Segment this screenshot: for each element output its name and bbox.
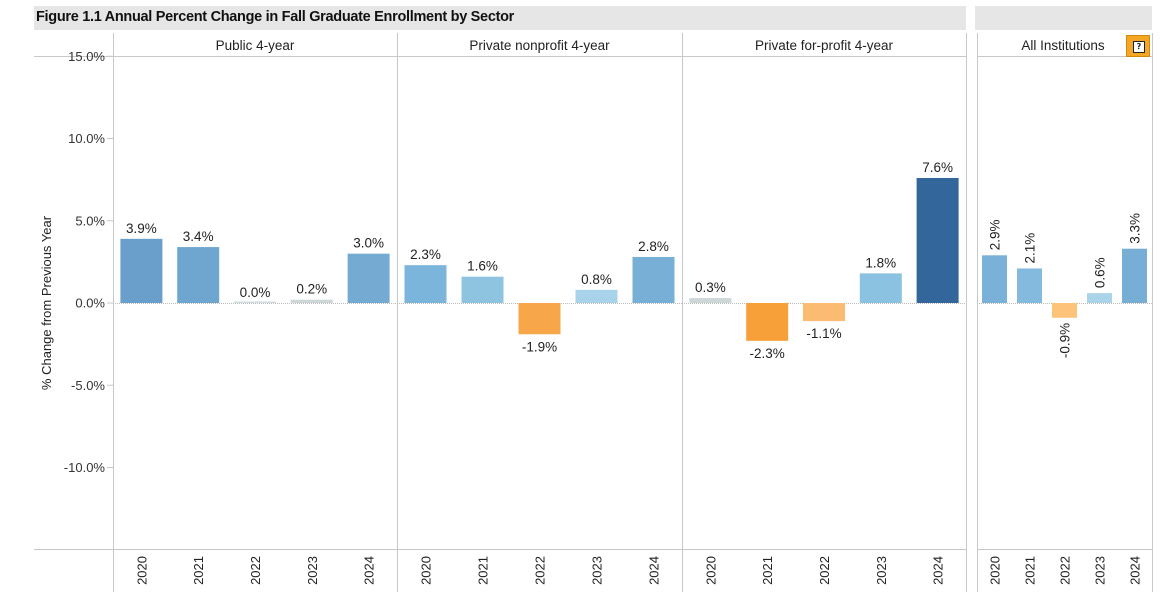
x-tick-label: 2023 [590,556,605,585]
bar [1052,303,1077,318]
bar [461,276,504,303]
bar [1122,248,1147,303]
x-tick-label: 2021 [191,556,206,585]
x-tick-label: 2022 [817,556,832,585]
x-tick-label: 2020 [988,556,1003,585]
data-label: 3.3% [1128,213,1143,244]
x-tick-label: 2020 [419,556,434,585]
data-label: 3.4% [183,229,214,244]
bar [746,303,789,341]
bar [290,299,333,303]
panel-title: Private for-profit 4-year [755,38,894,53]
data-label: 3.9% [126,221,157,236]
data-label: 2.1% [1023,233,1038,264]
y-tick-label: 5.0% [75,213,105,228]
data-label: 0.0% [240,285,271,300]
x-tick-label: 2023 [305,556,320,585]
panel-title: Private nonprofit 4-year [469,38,610,53]
x-tick-label: 2024 [362,556,377,585]
bar [1017,268,1042,303]
bar [859,273,902,303]
x-tick-label: 2024 [647,556,662,585]
bar [575,289,618,303]
data-label: 0.3% [695,280,726,295]
y-tick-label: -10.0% [64,460,106,475]
bar [120,238,163,303]
data-label: 1.8% [865,255,896,270]
y-tick-label: -5.0% [71,378,105,393]
bar [177,247,220,303]
bar [404,265,447,303]
x-tick-label: 2022 [248,556,263,585]
x-tick-label: 2023 [1093,556,1108,585]
bar [1087,293,1112,303]
side-title-bar [975,6,1152,30]
bar [982,255,1007,303]
x-tick-label: 2021 [476,556,491,585]
data-label: 0.8% [581,272,612,287]
data-label: 7.6% [922,160,953,175]
data-label: -0.9% [1058,323,1073,358]
x-tick-label: 2024 [931,556,946,585]
data-label: 3.0% [353,236,384,251]
bar [347,253,390,303]
data-label: -1.9% [522,339,557,354]
data-label: -1.1% [806,326,841,341]
data-label: -2.3% [750,346,785,361]
data-label: 0.2% [296,282,327,297]
x-tick-label: 2020 [134,556,149,585]
help-button[interactable]: ? [1126,35,1150,57]
x-tick-label: 2021 [760,556,775,585]
y-axis-label: % Change from Previous Year [39,215,54,390]
bar [632,256,675,303]
x-tick-label: 2020 [703,556,718,585]
panel-title: Public 4-year [216,38,295,53]
chart-title-bar: Figure 1.1 Annual Percent Change in Fall… [34,6,966,30]
x-tick-label: 2022 [533,556,548,585]
y-tick-label: 15.0% [68,49,105,64]
data-label: 2.9% [988,220,1003,251]
x-tick-label: 2024 [1128,556,1143,585]
data-label: 1.6% [467,259,498,274]
data-label: 2.8% [638,239,669,254]
x-tick-label: 2021 [1023,556,1038,585]
bar [518,303,561,335]
help-icon: ? [1133,41,1145,53]
y-tick-label: 0.0% [75,296,105,311]
bar [916,177,959,303]
bar [803,303,845,322]
x-tick-label: 2023 [874,556,889,585]
panel-title: All Institutions [1021,38,1105,53]
x-tick-label: 2022 [1058,556,1073,585]
y-tick-label: 10.0% [68,131,105,146]
chart-title: Figure 1.1 Annual Percent Change in Fall… [36,9,515,25]
data-label: 2.3% [410,247,441,262]
bar [689,298,732,303]
bar [234,301,276,303]
data-label: 0.6% [1093,257,1108,288]
